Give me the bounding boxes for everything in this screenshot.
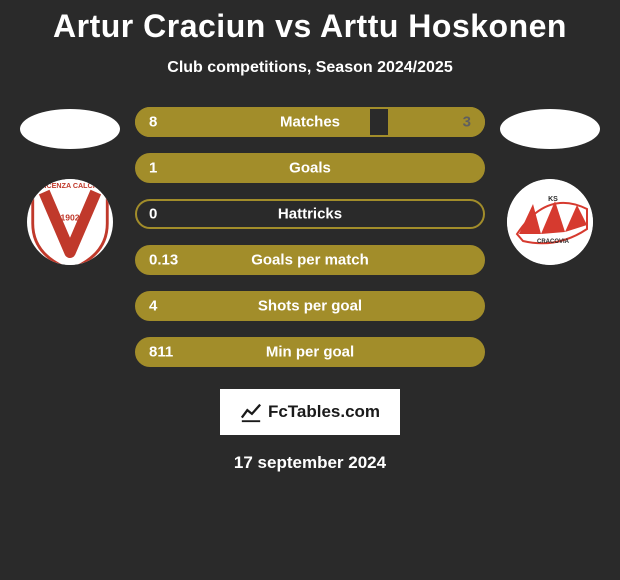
- brand-text: FcTables.com: [268, 402, 380, 422]
- player-left-club-logo: VICENZA CALCIO 1902: [27, 179, 113, 265]
- page-title: Artur Craciun vs Arttu Hoskonen: [0, 8, 620, 45]
- stat-matches-left-value: 8: [149, 114, 157, 131]
- footer-date: 17 september 2024: [0, 453, 620, 473]
- comparison-card: Artur Craciun vs Arttu Hoskonen Club com…: [0, 0, 620, 473]
- svg-text:KS: KS: [548, 196, 558, 203]
- svg-text:VICENZA CALCIO: VICENZA CALCIO: [40, 182, 101, 190]
- stat-gpm-left-value: 0.13: [149, 252, 178, 269]
- player-left-column: VICENZA CALCIO 1902: [15, 107, 125, 265]
- stat-hattricks-label: Hattricks: [278, 206, 342, 223]
- chart-line-icon: [240, 401, 262, 423]
- stat-row-spg: 4 Shots per goal: [135, 291, 485, 321]
- main-row: VICENZA CALCIO 1902 8 Matches 3 1 Goals …: [0, 107, 620, 367]
- player-right-avatar-placeholder: [500, 109, 600, 149]
- player-right-club-logo: KS CRACOVIA: [507, 179, 593, 265]
- stats-column: 8 Matches 3 1 Goals 0 Hattricks 0.13 Goa…: [135, 107, 485, 367]
- stat-row-mpg: 811 Min per goal: [135, 337, 485, 367]
- stat-row-matches: 8 Matches 3: [135, 107, 485, 137]
- stat-hattricks-left-value: 0: [149, 206, 157, 223]
- stat-gpm-label: Goals per match: [251, 252, 369, 269]
- stat-row-hattricks: 0 Hattricks: [135, 199, 485, 229]
- stat-mpg-left-value: 811: [149, 344, 173, 361]
- stat-row-goals: 1 Goals: [135, 153, 485, 183]
- stat-mpg-label: Min per goal: [266, 344, 354, 361]
- page-subtitle: Club competitions, Season 2024/2025: [0, 59, 620, 77]
- player-left-avatar-placeholder: [20, 109, 120, 149]
- stat-goals-label: Goals: [289, 160, 331, 177]
- svg-text:CRACOVIA: CRACOVIA: [537, 239, 570, 245]
- stat-spg-label: Shots per goal: [258, 298, 362, 315]
- stat-matches-right-value: 3: [463, 114, 471, 131]
- stat-matches-label: Matches: [280, 114, 340, 131]
- stat-goals-left-value: 1: [149, 160, 157, 177]
- stat-spg-left-value: 4: [149, 298, 157, 315]
- player-right-column: KS CRACOVIA: [495, 107, 605, 265]
- vicenza-shield-icon: VICENZA CALCIO 1902: [27, 179, 113, 265]
- brand-panel: FcTables.com: [220, 389, 400, 435]
- svg-text:1902: 1902: [60, 213, 79, 223]
- cracovia-flag-icon: KS CRACOVIA: [507, 179, 593, 265]
- stat-row-gpm: 0.13 Goals per match: [135, 245, 485, 275]
